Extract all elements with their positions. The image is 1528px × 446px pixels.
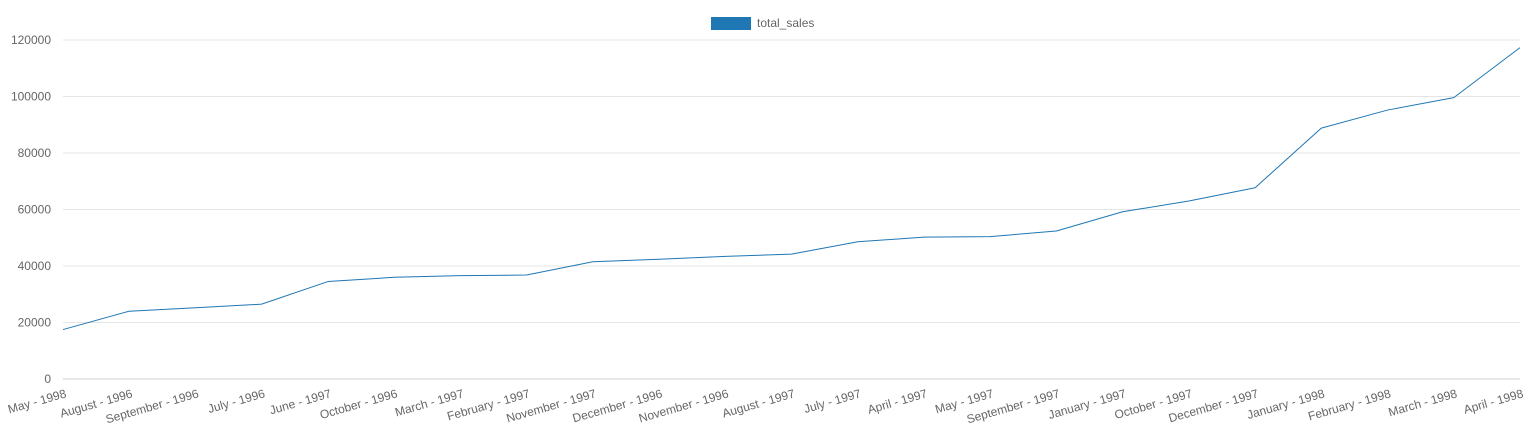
x-tick-label: March - 1998 — [1387, 386, 1459, 419]
y-tick-label: 40000 — [18, 259, 52, 273]
series-line-total-sales[interactable] — [62, 47, 1521, 331]
x-tick-label: July - 1996 — [206, 386, 267, 416]
x-tick-label: April - 1998 — [1462, 386, 1525, 416]
data-point[interactable] — [789, 251, 795, 257]
legend-swatch[interactable] — [711, 17, 751, 30]
gridlines — [63, 39, 1520, 380]
data-point[interactable] — [921, 234, 927, 240]
y-tick-label: 20000 — [18, 316, 52, 330]
data-point[interactable] — [1120, 209, 1126, 215]
data-point[interactable] — [524, 272, 530, 278]
data-point[interactable] — [1252, 185, 1258, 191]
legend-label[interactable]: total_sales — [757, 16, 814, 30]
data-point[interactable] — [259, 301, 265, 307]
data-point[interactable] — [1318, 125, 1324, 131]
data-point[interactable] — [126, 308, 132, 314]
x-tick-label: July - 1997 — [802, 386, 863, 416]
y-tick-label: 120000 — [11, 33, 51, 47]
data-point[interactable] — [590, 259, 596, 265]
data-point[interactable] — [1053, 228, 1059, 234]
y-tick-label: 0 — [44, 372, 51, 386]
data-point[interactable] — [987, 234, 993, 240]
data-point[interactable] — [1451, 95, 1457, 101]
data-point[interactable] — [457, 273, 463, 279]
data-point[interactable] — [60, 327, 66, 333]
chart-legend[interactable]: total_sales — [711, 16, 814, 30]
y-axis: 0 20000 40000 60000 80000 100000 120000 — [11, 33, 51, 386]
data-point[interactable] — [1186, 198, 1192, 204]
data-point[interactable] — [855, 239, 861, 245]
series-lines — [60, 45, 1523, 333]
y-tick-label: 100000 — [11, 90, 51, 104]
data-point[interactable] — [722, 253, 728, 259]
data-point[interactable] — [391, 274, 397, 280]
x-tick-label: April - 1997 — [866, 386, 929, 416]
y-tick-label: 80000 — [18, 146, 52, 160]
data-point[interactable] — [1517, 45, 1523, 51]
data-point[interactable] — [325, 279, 331, 285]
data-point[interactable] — [1385, 107, 1391, 113]
y-tick-label: 60000 — [18, 203, 52, 217]
x-tick-label: August - 1997 — [721, 386, 797, 420]
data-point[interactable] — [192, 305, 198, 311]
data-point[interactable] — [656, 256, 662, 262]
